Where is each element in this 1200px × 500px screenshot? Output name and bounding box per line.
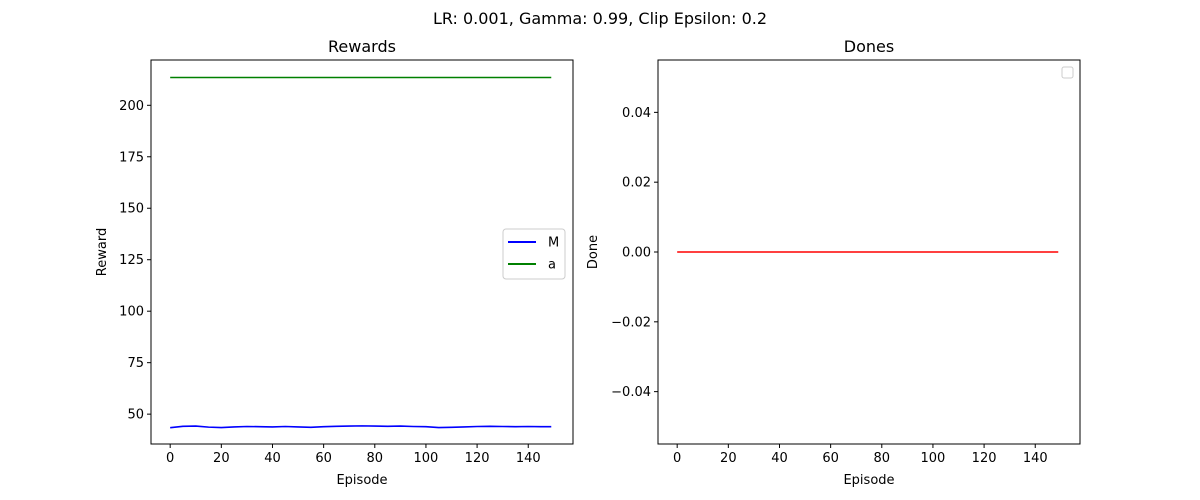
x-tick-label: 120 [465,451,490,466]
series-line-M [170,425,552,429]
y-axis-label: Reward [95,228,110,276]
y-tick-label: 175 [119,150,144,165]
y-tick-label: 125 [119,253,144,268]
chart-panel-2: Dones 0 20 40 60 80 100 120 140 −0.04 −0.02 0.00 0.0… [586,37,1081,488]
x-axis-label: Episode [843,473,894,488]
chart-title: Rewards [328,37,396,56]
y-tick-label: 0.00 [622,246,651,261]
chart-panel-1: Rewards 0 20 40 60 80 100 120 140 50 75 100 125 150 17… [95,37,574,488]
x-tick-label: 80 [874,451,891,466]
y-tick-label: 100 [119,305,144,320]
x-tick-label: 0 [673,451,681,466]
legend-label: M [548,236,559,251]
x-axis-label: Episode [336,473,387,488]
x-tick-label: 20 [720,451,737,466]
legend: Ma [502,228,566,280]
x-tick-label: 80 [367,451,384,466]
x-tick-label: 40 [264,451,281,466]
y-tick-label: 0.04 [622,106,651,121]
x-tick-label: 140 [516,451,541,466]
y-tick-label: 50 [127,408,144,423]
x-tick-label: 100 [921,451,946,466]
plot-frame [150,59,574,445]
y-tick-label: 0.02 [622,176,651,191]
y-tick-label: −0.02 [611,315,651,330]
legend-label: a [548,258,556,273]
x-tick-label: 60 [822,451,839,466]
y-tick-label: −0.04 [611,385,651,400]
x-tick-label: 40 [771,451,788,466]
legend-box-empty [1061,66,1074,79]
x-tick-label: 100 [414,451,439,466]
x-tick-label: 0 [166,451,174,466]
plot-frame [657,59,1081,445]
y-tick-label: 150 [119,202,144,217]
x-tick-label: 120 [972,451,997,466]
x-tick-label: 20 [213,451,230,466]
figure-suptitle: LR: 0.001, Gamma: 0.99, Clip Epsilon: 0.… [433,9,767,28]
x-tick-label: 60 [315,451,332,466]
chart-panels: Rewards 0 20 40 60 80 100 120 140 50 75 100 125 150 17… [95,37,1081,488]
y-tick-label: 75 [127,356,144,371]
y-tick-label: 200 [119,99,144,114]
x-tick-label: 140 [1023,451,1048,466]
chart-title: Dones [844,37,894,56]
y-axis-label: Done [586,235,601,269]
